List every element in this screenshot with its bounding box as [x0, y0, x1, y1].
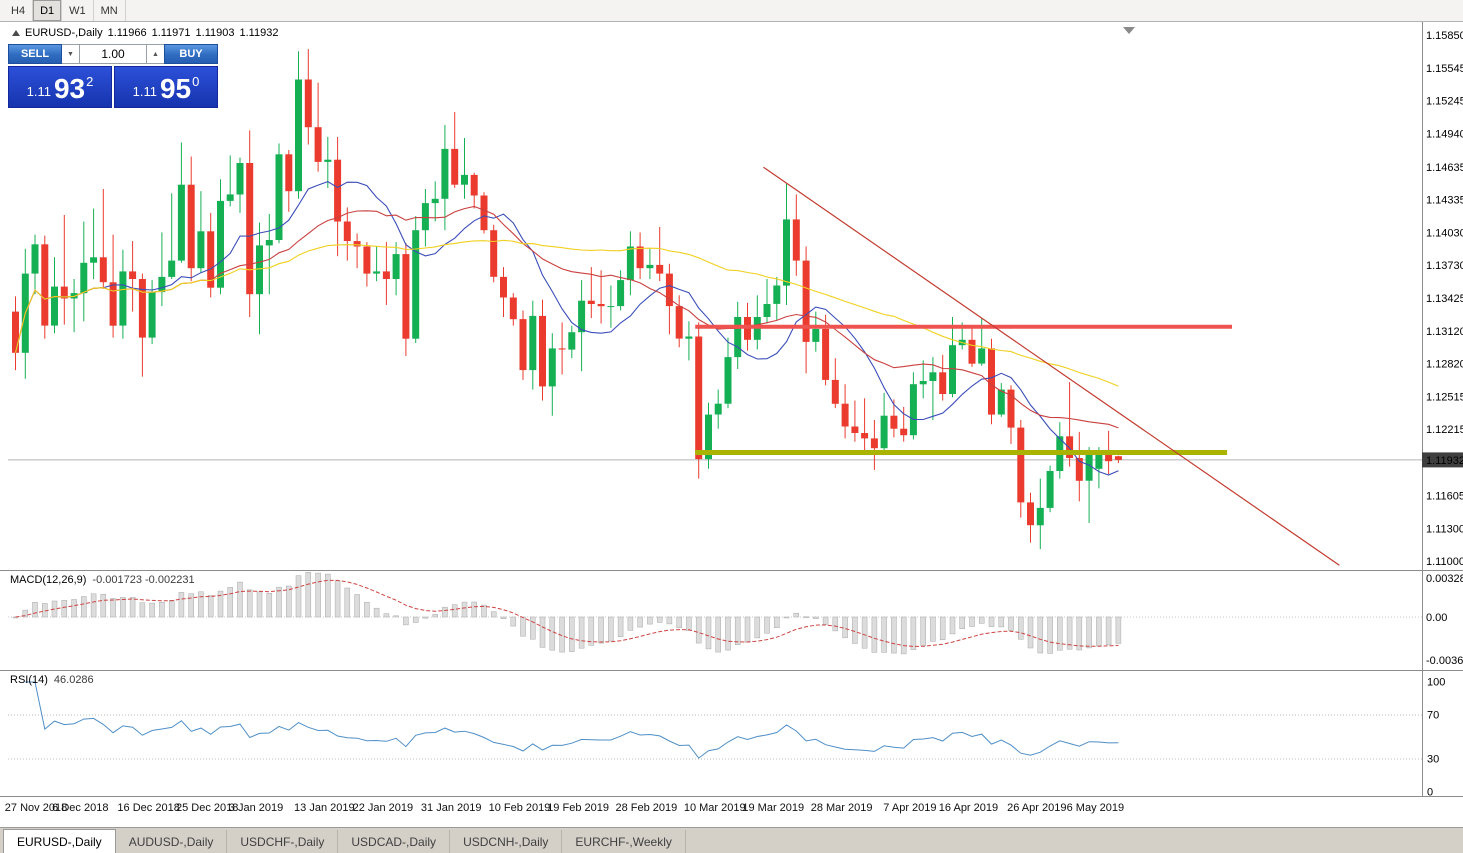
chart-tab-bar: EURUSD-,Daily AUDUSD-,Daily USDCHF-,Daily U…: [0, 827, 1463, 853]
shift-marker-icon[interactable]: [1123, 27, 1135, 34]
price-axis[interactable]: 1.15850 1.15545 1.15245 1.14940 1.14635 1.143…: [1426, 30, 1463, 568]
moving-average-10: [14, 180, 1119, 476]
svg-text:-0.003659: -0.003659: [1426, 655, 1463, 667]
svg-text:100: 100: [1427, 677, 1445, 689]
date-tick: 22 Jan 2019: [352, 802, 414, 814]
svg-text:0.003287: 0.003287: [1426, 573, 1463, 585]
macd-histogram: [12, 572, 1122, 655]
date-tick: 31 Jan 2019: [420, 802, 482, 814]
date-tick: 6 Dec 2018: [52, 802, 109, 814]
rsi-header: RSI(14) 46.0286: [10, 674, 94, 686]
svg-text:1.14635: 1.14635: [1426, 162, 1463, 174]
chart-tab-eurchf-weekly[interactable]: EURCHF-,Weekly: [562, 830, 686, 853]
bid-price-big: 93: [53, 73, 86, 104]
ask-price-pip: 0: [192, 74, 200, 89]
chart-tab-eurusd-daily[interactable]: EURUSD-,Daily: [3, 829, 116, 853]
volume-input[interactable]: [79, 44, 147, 64]
svg-text:1.14030: 1.14030: [1426, 227, 1463, 239]
ask-price-prefix: 1.11: [132, 84, 157, 99]
svg-text:1.11300: 1.11300: [1426, 524, 1463, 536]
rsi-value: 46.0286: [53, 674, 94, 686]
time-axis[interactable]: 27 Nov 2018 6 Dec 2018 16 Dec 2018 25 Dec 2…: [0, 796, 1463, 827]
sell-button[interactable]: SELL: [8, 44, 62, 64]
date-tick: 10 Feb 2019: [488, 802, 551, 814]
date-tick: 19 Feb 2019: [547, 802, 609, 814]
svg-text:1.11605: 1.11605: [1426, 490, 1463, 502]
svg-text:1.15545: 1.15545: [1426, 63, 1463, 75]
date-tick: 16 Apr 2019: [938, 802, 999, 814]
svg-text:0: 0: [1427, 787, 1433, 797]
moving-average-50: [14, 239, 1119, 387]
current-price-badge: 1.11932: [1422, 452, 1463, 468]
svg-text:1.11932: 1.11932: [1426, 455, 1463, 467]
chart-tab-usdcad-daily[interactable]: USDCAD-,Daily: [338, 830, 451, 853]
svg-text:1.14335: 1.14335: [1426, 194, 1463, 206]
date-tick: 19 Mar 2019: [742, 802, 805, 814]
svg-text:1.13425: 1.13425: [1426, 293, 1463, 305]
volume-increase-icon[interactable]: ▲: [147, 44, 164, 64]
macd-pane[interactable]: 0.003287 0.00 -0.003659: [0, 570, 1463, 670]
svg-text:30: 30: [1427, 754, 1439, 766]
timeframe-button-h4[interactable]: H4: [4, 0, 34, 21]
svg-text:1.11000: 1.11000: [1426, 556, 1463, 568]
date-tick: 27 Nov 2018: [4, 802, 68, 814]
rsi-label: RSI(14): [10, 674, 48, 686]
date-tick: 6 May 2019: [1066, 802, 1125, 814]
timeframe-toolbar: H4 D1 W1 MN: [0, 0, 1463, 22]
volume-decrease-icon[interactable]: ▼: [62, 44, 79, 64]
svg-text:1.13120: 1.13120: [1426, 326, 1463, 338]
bid-price-prefix: 1.11: [26, 84, 51, 99]
chart-tab-usdchf-daily[interactable]: USDCHF-,Daily: [227, 830, 339, 853]
date-tick: 25 Dec 2018: [175, 802, 239, 814]
date-tick: 3 Jan 2019: [228, 802, 284, 814]
svg-text:0.00: 0.00: [1426, 612, 1447, 624]
ohlc-low: 1.11903: [195, 27, 235, 39]
svg-text:1.15245: 1.15245: [1426, 96, 1463, 108]
svg-text:1.12215: 1.12215: [1426, 424, 1463, 436]
date-tick: 28 Mar 2019: [810, 802, 873, 814]
ask-quote-button[interactable]: 1.11 95 0: [114, 66, 218, 108]
chart-tab-audusd-daily[interactable]: AUDUSD-,Daily: [116, 830, 228, 853]
main-chart[interactable]: 1.15850 1.15545 1.15245 1.14940 1.14635 1.143…: [0, 22, 1463, 570]
date-tick: 7 Apr 2019: [883, 802, 937, 814]
svg-text:1.12820: 1.12820: [1426, 359, 1463, 371]
svg-text:1.14940: 1.14940: [1426, 129, 1463, 141]
macd-axis[interactable]: 0.003287 0.00 -0.003659: [1426, 573, 1463, 667]
timeframe-button-w1[interactable]: W1: [62, 0, 94, 21]
date-tick: 16 Dec 2018: [117, 802, 180, 814]
macd-values: -0.001723 -0.002231: [92, 574, 195, 586]
rsi-line: [25, 681, 1119, 759]
bid-price-pip: 2: [86, 74, 94, 89]
date-tick: 28 Feb 2019: [615, 802, 678, 814]
chart-tab-usdcnh-daily[interactable]: USDCNH-,Daily: [450, 830, 563, 853]
macd-label: MACD(12,26,9): [10, 574, 87, 586]
svg-text:1.13730: 1.13730: [1426, 260, 1463, 272]
chart-symbol: EURUSD-,Daily: [25, 27, 103, 39]
ohlc-high: 1.11971: [151, 27, 191, 39]
ask-price-big: 95: [159, 73, 192, 104]
svg-text:1.12515: 1.12515: [1426, 392, 1463, 404]
date-tick: 10 Mar 2019: [683, 802, 746, 814]
one-click-toggle-icon[interactable]: [12, 30, 20, 36]
rsi-pane[interactable]: 100 70 30 0: [0, 670, 1463, 796]
rsi-axis[interactable]: 100 70 30 0: [1427, 677, 1445, 797]
date-tick: 26 Apr 2019: [1007, 802, 1067, 814]
timeframe-button-d1[interactable]: D1: [33, 0, 63, 21]
candles: [12, 49, 1122, 550]
timeframe-button-mn[interactable]: MN: [94, 0, 126, 21]
buy-button[interactable]: BUY: [164, 44, 218, 64]
date-tick: 13 Jan 2019: [294, 802, 355, 814]
chart-title: EURUSD-,Daily 1.11966 1.11971 1.11903 1.…: [12, 27, 283, 39]
descending-trendline[interactable]: [763, 166, 1340, 566]
ohlc-open: 1.11966: [107, 27, 147, 39]
ohlc-close: 1.11932: [239, 27, 279, 39]
macd-signal-line: [15, 579, 1119, 647]
one-click-trading-panel: SELL ▼ ▲ BUY 1.11 93 2 1.11 95 0: [8, 44, 218, 108]
macd-header: MACD(12,26,9) -0.001723 -0.002231: [10, 574, 195, 586]
svg-text:1.15850: 1.15850: [1426, 30, 1463, 42]
svg-text:70: 70: [1427, 710, 1439, 722]
bid-quote-button[interactable]: 1.11 93 2: [8, 66, 112, 108]
